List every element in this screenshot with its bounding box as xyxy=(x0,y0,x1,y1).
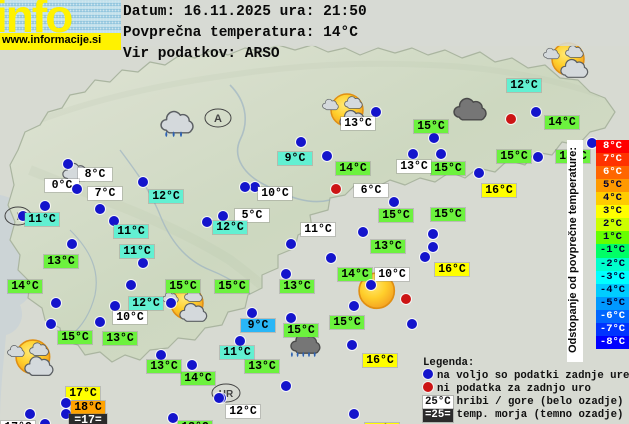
svg-text:A: A xyxy=(214,113,222,125)
